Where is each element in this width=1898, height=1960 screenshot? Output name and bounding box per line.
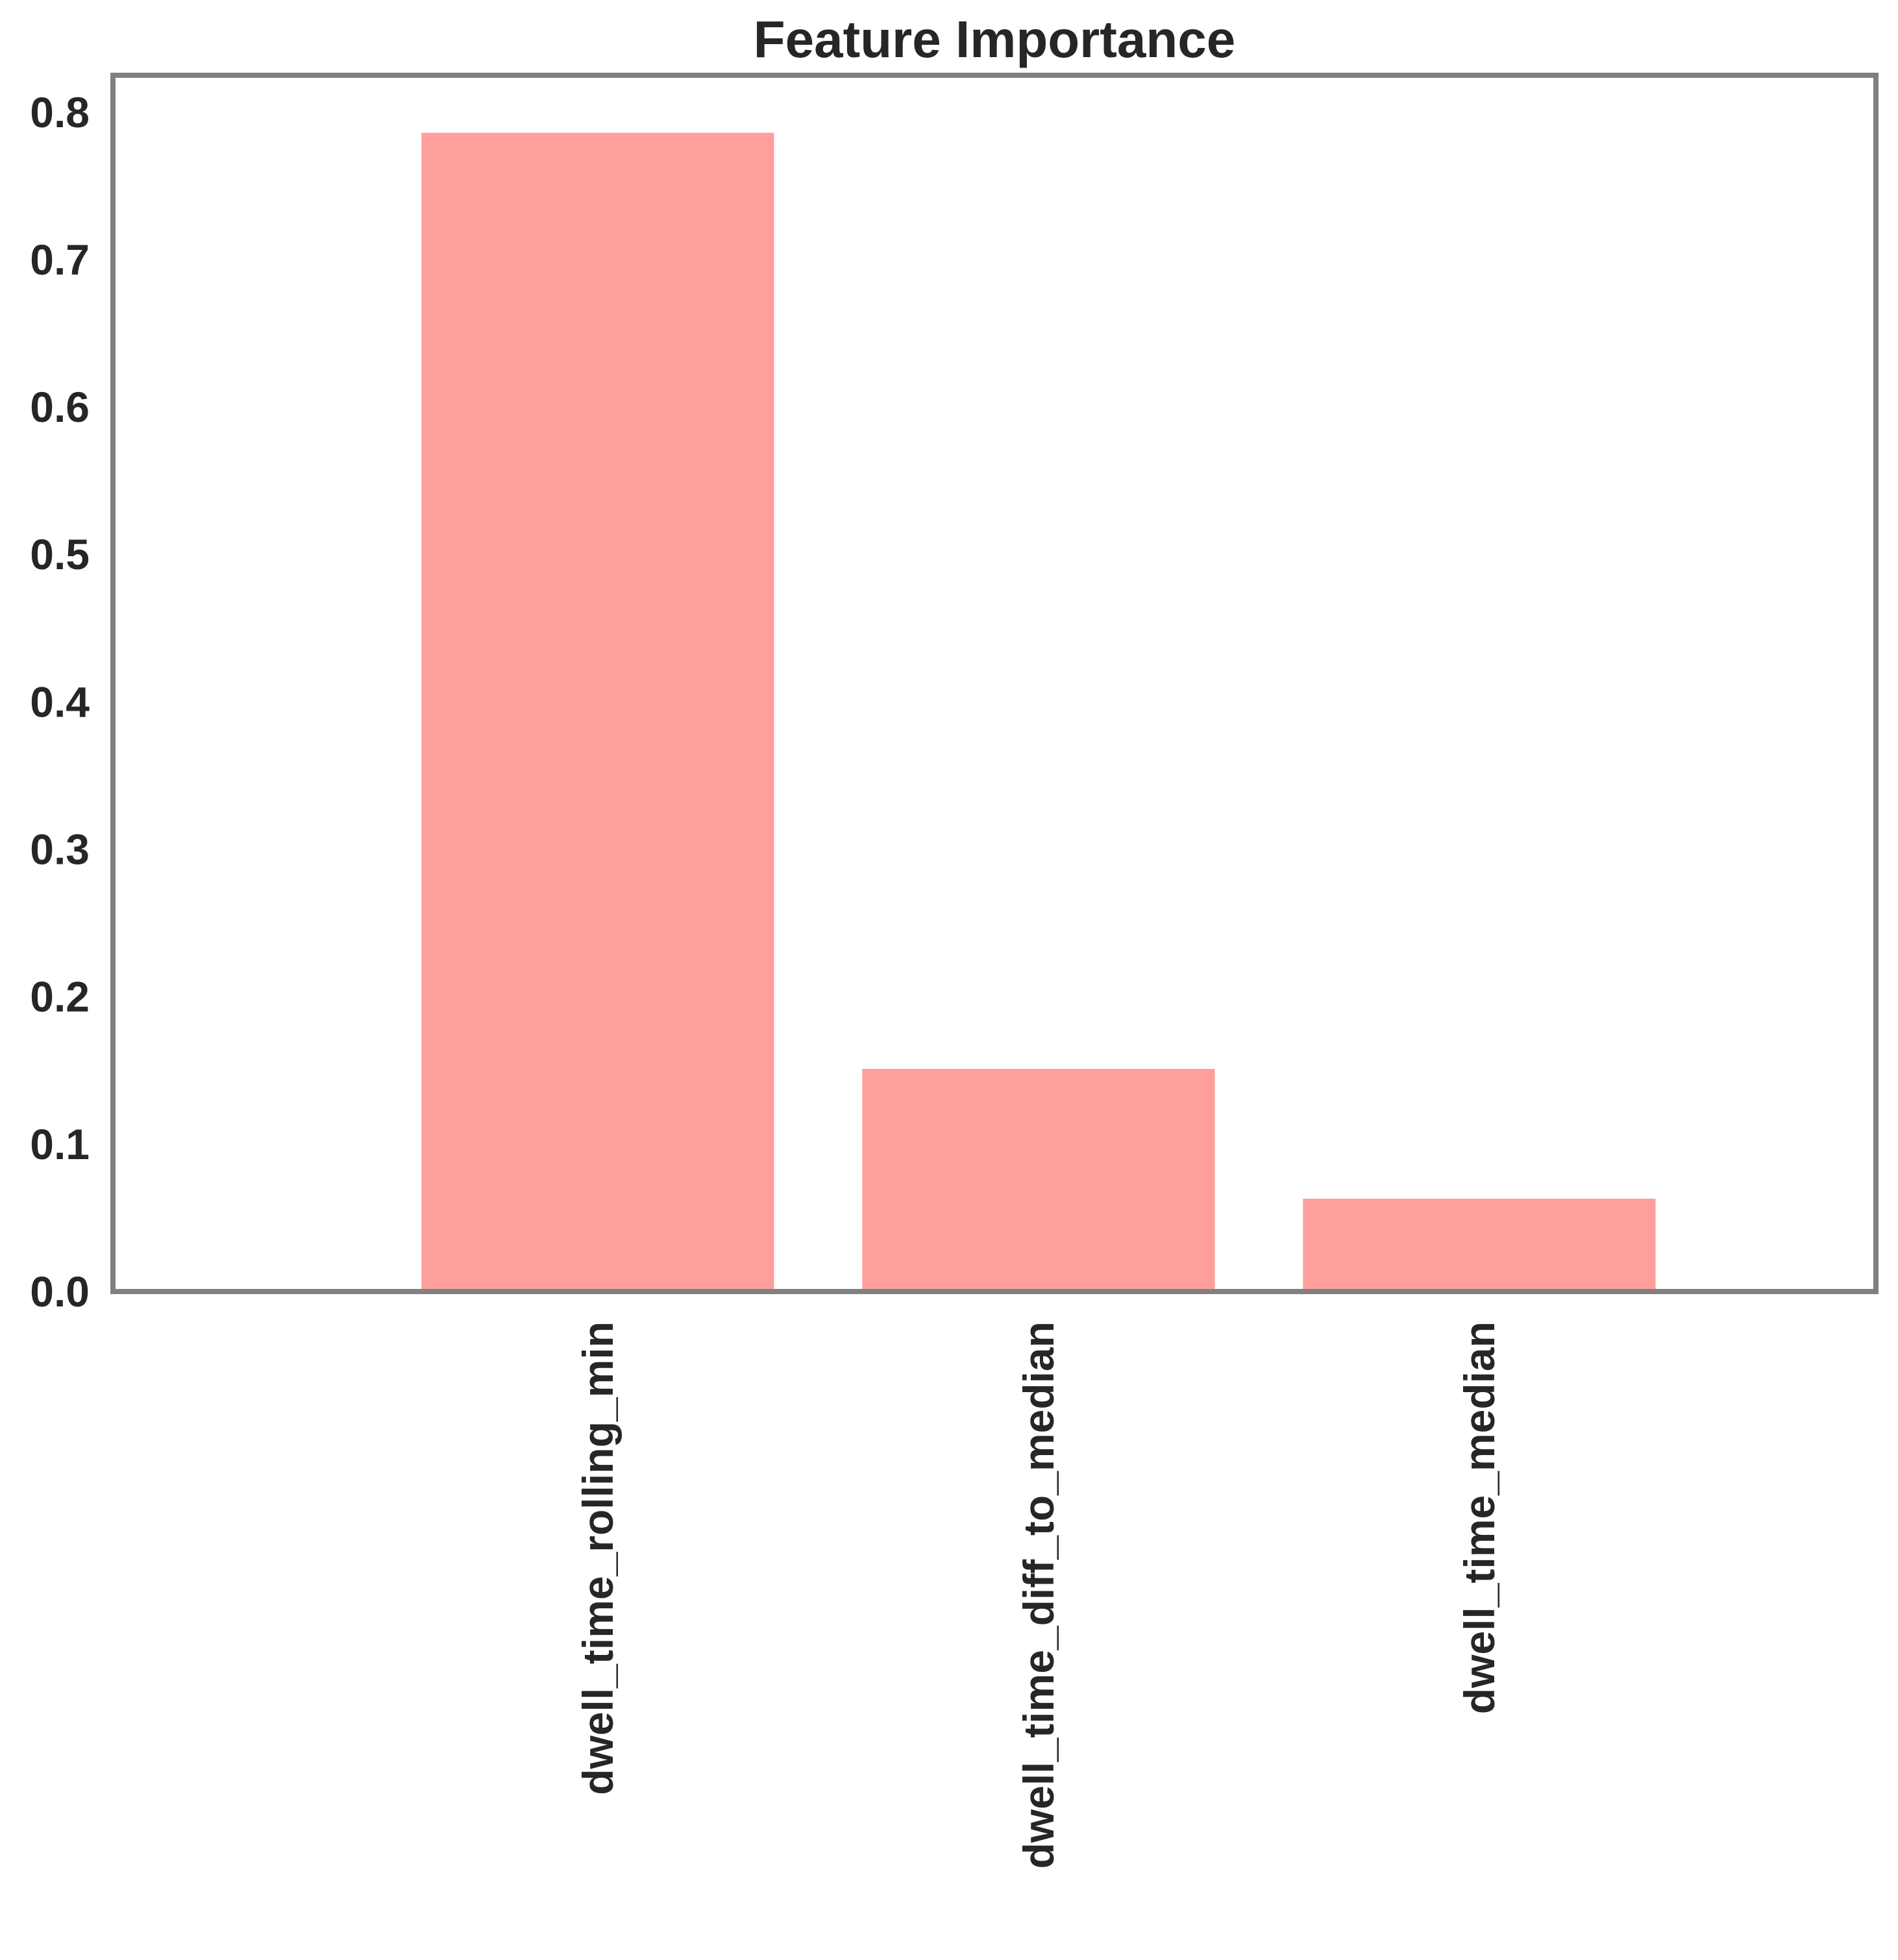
bars-group — [421, 132, 1656, 1292]
plot-frame — [110, 73, 1879, 1294]
x-tick-label: dwell_time_diff_to_median — [1015, 1321, 1063, 1869]
y-tick-label: 0.6 — [30, 383, 90, 431]
y-tick-label: 0.8 — [30, 88, 90, 136]
y-tick-label: 0.5 — [30, 530, 90, 578]
y-tick-label: 0.0 — [30, 1268, 90, 1316]
chart-title: Feature Importance — [754, 10, 1235, 68]
bar-dwell-time-rolling-min — [421, 132, 774, 1292]
x-axis-ticks: dwell_time_rolling_min dwell_time_diff_to… — [574, 1321, 1503, 1869]
y-tick-label: 0.7 — [30, 236, 90, 284]
y-axis-ticks: 0.0 0.1 0.2 0.3 0.4 0.5 0.6 0.7 0.8 — [30, 88, 90, 1316]
y-tick-label: 0.3 — [30, 826, 90, 874]
bar-dwell-time-median — [1303, 1198, 1656, 1292]
x-tick-label: dwell_time_median — [1455, 1321, 1503, 1714]
y-tick-label: 0.1 — [30, 1120, 90, 1168]
y-tick-label: 0.4 — [30, 678, 90, 726]
y-tick-label: 0.2 — [30, 973, 90, 1021]
x-tick-label: dwell_time_rolling_min — [574, 1321, 622, 1795]
bar-dwell-time-diff-to-median — [862, 1069, 1215, 1292]
